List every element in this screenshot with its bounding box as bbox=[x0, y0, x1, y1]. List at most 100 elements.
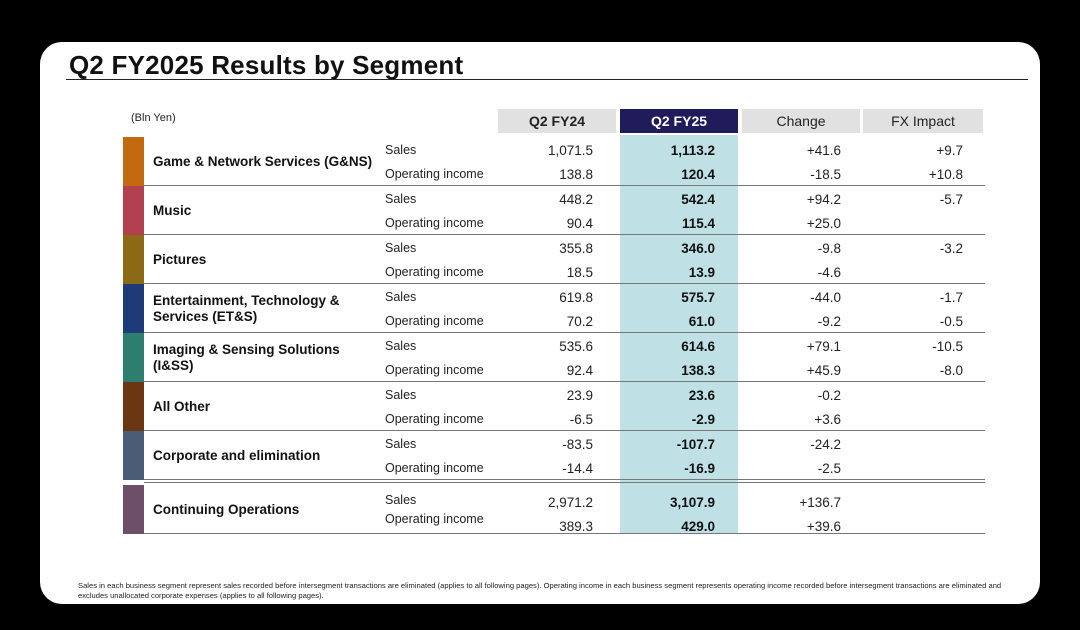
row-label: Operating income bbox=[385, 265, 484, 279]
segment-row-group: Corporate and elimination Sales -83.5 -107.… bbox=[123, 431, 985, 480]
row-label: Sales bbox=[385, 192, 417, 206]
row-label: Sales bbox=[385, 437, 417, 451]
row-divider bbox=[144, 185, 985, 186]
footnote: Sales in each business segment represent… bbox=[78, 581, 1002, 600]
slide: Q2 FY2025 Results by Segment (Bln Yen) Q… bbox=[40, 42, 1040, 604]
cell-fy25: 542.4 bbox=[681, 192, 715, 207]
cell-fx: -8.0 bbox=[939, 363, 963, 378]
segment-row-group: Entertainment, Technology & Services (ET… bbox=[123, 284, 985, 333]
segment-color-bar bbox=[123, 485, 144, 534]
cell-change: +136.7 bbox=[799, 495, 841, 510]
row-label: Operating income bbox=[385, 412, 484, 426]
segment-color-bar bbox=[123, 137, 144, 186]
cell-fy24: 2,971.2 bbox=[547, 495, 593, 510]
cell-fx: -0.5 bbox=[939, 314, 963, 329]
segment-name: Entertainment, Technology & Services (ET… bbox=[153, 292, 340, 324]
row-label: Operating income bbox=[385, 216, 484, 230]
cell-fy25: 138.3 bbox=[681, 363, 715, 378]
segment-name: All Other bbox=[153, 398, 211, 414]
row-divider bbox=[144, 283, 985, 284]
row-label: Sales bbox=[385, 339, 417, 353]
column-header-q2-fy24: Q2 FY24 bbox=[498, 109, 616, 133]
segment-color-bar bbox=[123, 235, 144, 284]
segment-color-bar bbox=[123, 186, 144, 235]
segment-color-bar bbox=[123, 284, 144, 333]
segment-name: Corporate and elimination bbox=[153, 447, 321, 463]
cell-change: -24.2 bbox=[810, 437, 841, 452]
page-title: Q2 FY2025 Results by Segment bbox=[69, 50, 464, 80]
cell-fy25: 13.9 bbox=[688, 265, 715, 280]
unit-label: (Bln Yen) bbox=[131, 112, 176, 124]
row-divider bbox=[144, 381, 985, 382]
cell-fy25: 115.4 bbox=[681, 216, 715, 231]
row-label: Operating income bbox=[385, 363, 484, 377]
cell-fy25: 120.4 bbox=[681, 167, 715, 182]
cell-fy25: 346.0 bbox=[681, 241, 715, 256]
row-label: Sales bbox=[385, 388, 417, 402]
cell-fy24: 1,071.5 bbox=[547, 143, 593, 158]
row-label: Operating income bbox=[385, 461, 484, 475]
segment-row-group: Music Sales 448.2 542.4 +94.2 -5.7 Operating i… bbox=[123, 186, 985, 235]
cell-fy25: 61.0 bbox=[688, 314, 715, 329]
cell-fy24: 23.9 bbox=[566, 388, 593, 403]
cell-fy24: 92.4 bbox=[566, 363, 593, 378]
segment-name: Music bbox=[153, 202, 192, 218]
cell-fy24: -6.5 bbox=[569, 412, 593, 427]
cell-fy24: -14.4 bbox=[562, 461, 593, 476]
cell-fy24: 70.2 bbox=[566, 314, 593, 329]
segment-name: Pictures bbox=[153, 251, 207, 267]
cell-fy25: -16.9 bbox=[684, 461, 715, 476]
cell-fy24: -83.5 bbox=[562, 437, 593, 452]
row-label: Sales bbox=[385, 241, 417, 255]
row-divider bbox=[144, 479, 985, 480]
cell-fy25: 23.6 bbox=[688, 388, 715, 403]
segment-color-bar bbox=[123, 431, 144, 480]
cell-change: -0.2 bbox=[817, 388, 841, 403]
cell-change: +45.9 bbox=[806, 363, 841, 378]
cell-fy24: 448.2 bbox=[559, 192, 593, 207]
segment-name: Game & Network Services (G&NS) bbox=[153, 153, 373, 169]
row-label: Sales bbox=[385, 143, 417, 157]
cell-change: -9.8 bbox=[817, 241, 841, 256]
cell-fy24: 138.8 bbox=[559, 167, 593, 182]
total-divider bbox=[144, 482, 985, 483]
cell-fy25: 614.6 bbox=[681, 339, 715, 354]
segment-row-group: Pictures Sales 355.8 346.0 -9.8 -3.2 Operating… bbox=[123, 235, 985, 284]
cell-change: -4.6 bbox=[817, 265, 841, 280]
cell-fy24: 90.4 bbox=[566, 216, 593, 231]
cell-change: -18.5 bbox=[810, 167, 841, 182]
row-divider bbox=[144, 533, 985, 534]
cell-fx: -10.5 bbox=[932, 339, 963, 354]
segment-row-group: Game & Network Services (G&NS) Sales 1,071… bbox=[123, 137, 985, 186]
cell-fx: +10.8 bbox=[928, 167, 963, 182]
cell-fy24: 18.5 bbox=[566, 265, 593, 280]
row-label: Operating income bbox=[385, 314, 484, 328]
fy25-column-highlight bbox=[620, 135, 738, 534]
cell-fy24: 389.3 bbox=[559, 519, 593, 534]
cell-change: -2.5 bbox=[817, 461, 841, 476]
cell-fy25: 575.7 bbox=[681, 290, 715, 305]
cell-change: +39.6 bbox=[806, 519, 841, 534]
column-header-q2-fy25: Q2 FY25 bbox=[620, 109, 738, 133]
cell-change: +3.6 bbox=[814, 412, 841, 427]
cell-change: +94.2 bbox=[806, 192, 841, 207]
segment-color-bar bbox=[123, 382, 144, 431]
segment-name: Continuing Operations bbox=[153, 501, 300, 517]
cell-fy25: 1,113.2 bbox=[670, 143, 715, 158]
title-divider bbox=[66, 79, 1028, 80]
cell-fx: +9.7 bbox=[936, 143, 963, 158]
cell-fy24: 535.6 bbox=[559, 339, 593, 354]
row-divider bbox=[144, 430, 985, 431]
column-header-fx-impact: FX Impact bbox=[863, 109, 983, 133]
cell-fy25: -107.7 bbox=[676, 437, 715, 452]
cell-change: -44.0 bbox=[810, 290, 841, 305]
cell-change: +79.1 bbox=[806, 339, 841, 354]
row-label: Operating income bbox=[385, 167, 484, 181]
segment-name: Imaging & Sensing Solutions (I&SS) bbox=[153, 341, 340, 373]
cell-fx: -1.7 bbox=[939, 290, 963, 305]
cell-fy25: 3,107.9 bbox=[669, 495, 715, 510]
cell-fy25: -2.9 bbox=[691, 412, 715, 427]
segment-row-group: All Other Sales 23.9 23.6 -0.2 Operating inco… bbox=[123, 382, 985, 431]
total-row-group: Continuing Operations Sales 2,971.2 3,107.9… bbox=[123, 482, 985, 534]
cell-fy24: 619.8 bbox=[559, 290, 593, 305]
